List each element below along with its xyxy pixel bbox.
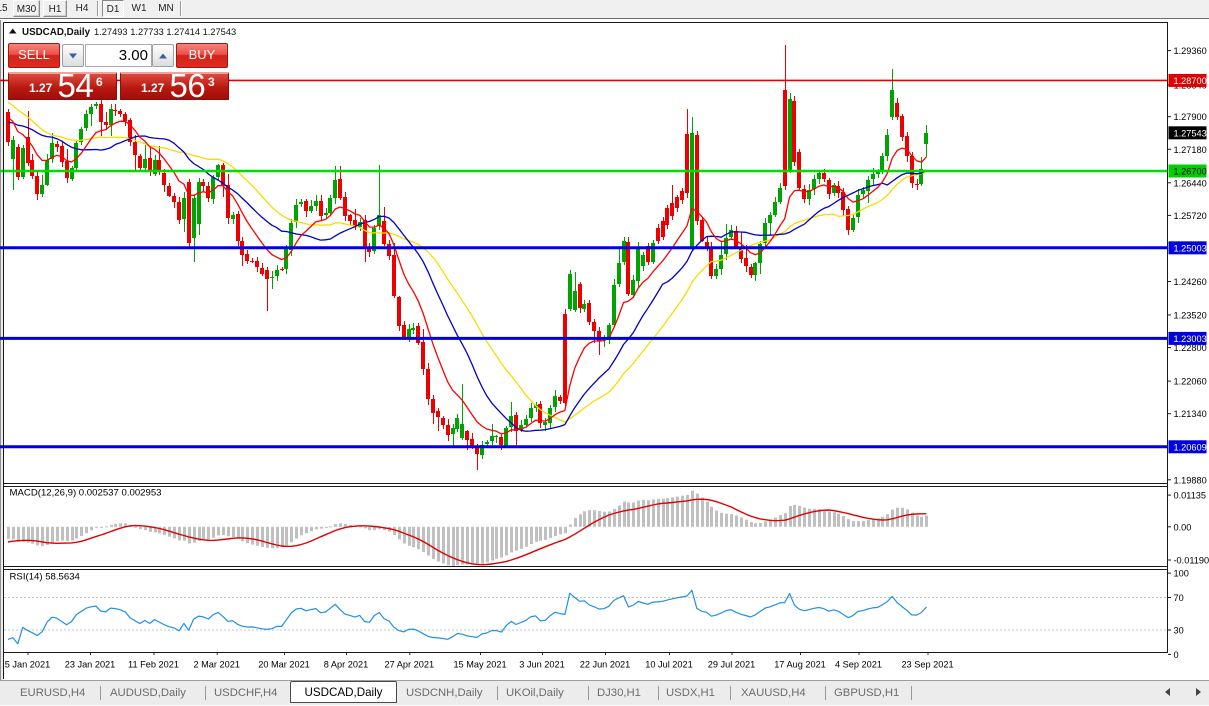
svg-text:5 Jan 2021: 5 Jan 2021 <box>5 660 50 670</box>
svg-text:17 Aug 2021: 17 Aug 2021 <box>774 660 826 670</box>
svg-text:30: 30 <box>1174 626 1184 636</box>
svg-text:15 May 2021: 15 May 2021 <box>453 660 506 670</box>
svg-text:MACD(12,26,9) 0.002537 0.00295: MACD(12,26,9) 0.002537 0.002953 <box>10 488 162 499</box>
svg-text:23 Jan 2021: 23 Jan 2021 <box>65 660 116 670</box>
svg-text:1.27543: 1.27543 <box>1174 128 1207 138</box>
svg-text:29 Jul 2021: 29 Jul 2021 <box>708 660 756 670</box>
svg-text:1.26440: 1.26440 <box>1174 178 1207 188</box>
svg-text:22 Jun 2021: 22 Jun 2021 <box>580 660 631 670</box>
svg-text:23 Sep 2021: 23 Sep 2021 <box>901 660 953 670</box>
svg-text:0.01135: 0.01135 <box>1174 491 1207 501</box>
svg-text:20 Mar 2021: 20 Mar 2021 <box>258 660 310 670</box>
svg-text:RSI(14) 58.5634: RSI(14) 58.5634 <box>10 572 81 583</box>
svg-text:-0.01190: -0.01190 <box>1174 556 1209 566</box>
svg-text:27 Apr 2021: 27 Apr 2021 <box>385 660 435 670</box>
svg-text:1.25720: 1.25720 <box>1174 211 1207 221</box>
svg-text:1.27900: 1.27900 <box>1174 112 1207 122</box>
svg-text:0.00: 0.00 <box>1174 522 1192 532</box>
svg-text:1.22060: 1.22060 <box>1174 377 1207 387</box>
svg-text:USDCAD,Daily: USDCAD,Daily <box>22 27 91 38</box>
svg-text:100: 100 <box>1174 569 1189 579</box>
svg-text:1.25003: 1.25003 <box>1174 243 1207 253</box>
svg-text:1.21340: 1.21340 <box>1174 409 1207 419</box>
svg-text:1.27180: 1.27180 <box>1174 145 1207 155</box>
svg-text:1.20609: 1.20609 <box>1174 442 1207 452</box>
svg-text:11 Feb 2021: 11 Feb 2021 <box>128 660 179 670</box>
svg-text:8 Apr 2021: 8 Apr 2021 <box>324 660 368 670</box>
svg-text:70: 70 <box>1174 593 1184 603</box>
svg-text:1.23520: 1.23520 <box>1174 311 1207 321</box>
svg-text:1.29360: 1.29360 <box>1174 46 1207 56</box>
svg-text:1.28700: 1.28700 <box>1174 76 1207 86</box>
svg-text:1.24260: 1.24260 <box>1174 277 1207 287</box>
svg-text:1.26700: 1.26700 <box>1174 167 1207 177</box>
svg-text:0: 0 <box>1174 650 1179 660</box>
svg-text:4 Sep 2021: 4 Sep 2021 <box>835 660 882 670</box>
svg-text:1.27493 1.27733 1.27414 1.2754: 1.27493 1.27733 1.27414 1.27543 <box>94 27 236 37</box>
svg-text:2 Mar 2021: 2 Mar 2021 <box>193 660 239 670</box>
svg-text:1.19880: 1.19880 <box>1174 475 1207 485</box>
svg-text:3 Jun 2021: 3 Jun 2021 <box>519 660 564 670</box>
svg-text:10 Jul 2021: 10 Jul 2021 <box>645 660 693 670</box>
svg-text:1.23003: 1.23003 <box>1174 334 1207 344</box>
